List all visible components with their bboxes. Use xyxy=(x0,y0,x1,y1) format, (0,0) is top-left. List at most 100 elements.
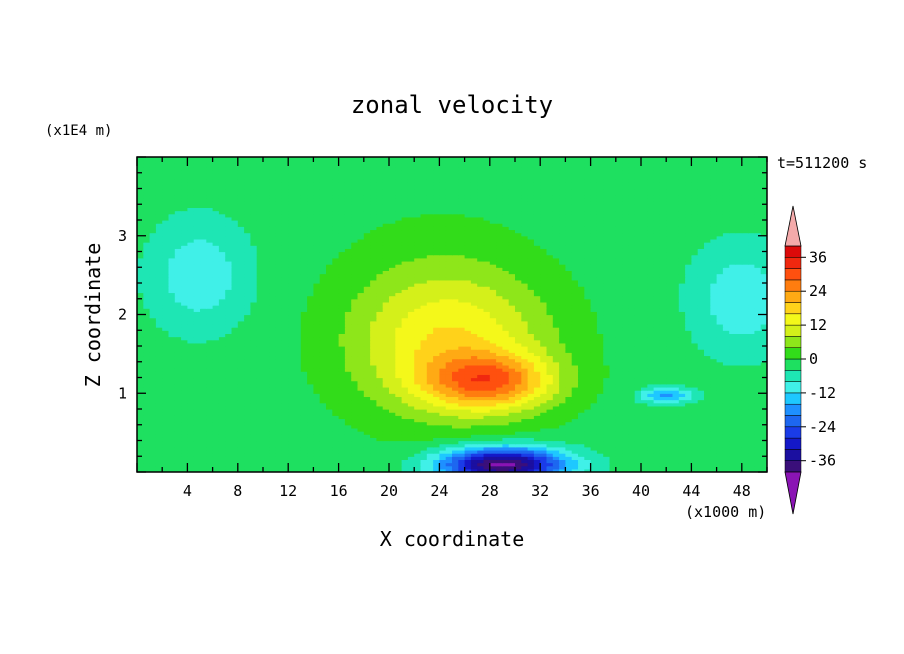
field-cell xyxy=(288,402,296,407)
field-cell xyxy=(344,393,352,397)
field-cell xyxy=(187,456,195,460)
field-cell xyxy=(382,468,390,472)
field-cell xyxy=(496,371,503,375)
field-cell xyxy=(363,440,371,445)
field-cell xyxy=(420,465,428,470)
field-cell xyxy=(288,390,296,394)
field-cell xyxy=(697,424,705,429)
field-cell xyxy=(168,336,176,341)
field-cell xyxy=(244,402,251,407)
field-cell xyxy=(187,437,195,442)
field-cell xyxy=(647,346,655,350)
field-cell xyxy=(672,371,680,375)
field-cell xyxy=(162,361,170,366)
field-cell xyxy=(729,418,737,423)
field-cell xyxy=(722,396,730,401)
field-cell xyxy=(540,437,548,442)
field-cell xyxy=(615,456,623,460)
field-cell xyxy=(748,346,755,350)
field-cell xyxy=(357,405,365,410)
field-cell xyxy=(622,462,629,467)
field-cell xyxy=(596,396,604,401)
field-cell xyxy=(363,453,371,457)
field-cell xyxy=(137,421,144,426)
field-cell xyxy=(137,427,144,432)
field-cell xyxy=(332,409,340,413)
field-cell xyxy=(489,346,497,350)
field-cell xyxy=(212,352,220,357)
field-cell xyxy=(332,418,340,423)
field-cell xyxy=(464,456,472,460)
field-cell xyxy=(628,459,636,464)
field-cell xyxy=(685,339,692,344)
field-cell xyxy=(319,465,327,470)
field-cell xyxy=(363,380,371,385)
field-cell xyxy=(722,453,730,457)
field-cell xyxy=(395,374,403,379)
field-cell xyxy=(710,434,718,438)
field-cell xyxy=(641,431,648,435)
field-cell xyxy=(596,465,604,470)
field-cell xyxy=(168,355,176,360)
field-cell xyxy=(590,386,598,391)
field-cell xyxy=(622,339,629,344)
field-cell xyxy=(212,339,220,344)
field-cell xyxy=(729,421,737,426)
field-cell xyxy=(174,371,182,375)
field-cell xyxy=(533,453,541,457)
field-cell xyxy=(521,440,529,445)
field-cell xyxy=(401,349,409,353)
field-cell xyxy=(206,424,214,429)
field-cell xyxy=(515,468,522,472)
field-cell xyxy=(225,440,233,445)
field-cell xyxy=(357,449,365,454)
field-cell xyxy=(137,443,144,448)
field-cell xyxy=(748,355,755,360)
field-cell xyxy=(351,443,359,448)
field-cell xyxy=(155,390,163,394)
field-cell xyxy=(307,377,314,382)
field-cell xyxy=(275,421,283,426)
field-cell xyxy=(206,342,214,347)
field-cell xyxy=(288,352,296,357)
field-cell xyxy=(250,434,258,438)
field-cell xyxy=(212,412,220,416)
field-cell xyxy=(578,462,585,467)
field-cell xyxy=(565,402,573,407)
field-cell xyxy=(458,434,466,438)
field-cell xyxy=(672,415,680,420)
field-cell xyxy=(483,449,491,454)
contour-field xyxy=(137,157,767,472)
field-cell xyxy=(433,434,440,438)
field-cell xyxy=(685,427,692,432)
field-cell xyxy=(338,377,346,382)
field-cell xyxy=(496,465,503,470)
field-cell xyxy=(307,427,314,432)
field-cell xyxy=(319,402,327,407)
field-cell xyxy=(609,346,617,350)
field-cell xyxy=(489,377,497,382)
field-cell xyxy=(275,393,283,397)
field-cell xyxy=(439,342,447,347)
field-cell xyxy=(363,361,371,366)
field-cell xyxy=(244,409,251,413)
field-cell xyxy=(634,409,642,413)
field-cell xyxy=(420,358,428,363)
field-cell xyxy=(137,434,144,438)
field-cell xyxy=(615,453,623,457)
field-cell xyxy=(653,418,661,423)
field-cell xyxy=(206,465,214,470)
field-cell xyxy=(269,465,277,470)
field-cell xyxy=(603,349,611,353)
field-cell xyxy=(540,342,548,347)
field-cell xyxy=(256,386,264,391)
field-cell xyxy=(584,390,592,394)
field-cell xyxy=(760,339,767,344)
field-cell xyxy=(332,456,340,460)
field-cell xyxy=(527,402,535,407)
field-cell xyxy=(477,443,485,448)
field-cell xyxy=(206,405,214,410)
field-cell xyxy=(697,355,705,360)
field-cell xyxy=(307,431,314,435)
field-cell xyxy=(174,399,182,404)
